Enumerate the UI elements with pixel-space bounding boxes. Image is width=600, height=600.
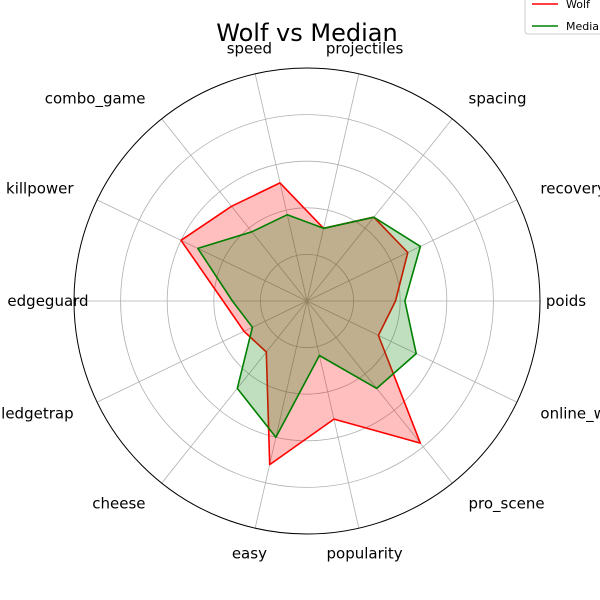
grid-spoke [254, 73, 308, 302]
axis-labels: poids recovery spacing projectiles speed comb… [1, 40, 600, 563]
axis-label-speed: speed [227, 40, 272, 58]
axis-label-online-winrate: online_winrate [540, 404, 600, 423]
axis-label-pro-scene: pro_scene [469, 495, 545, 514]
axis-label-cheese: cheese [92, 495, 145, 513]
axis-label-projectiles: projectiles [326, 40, 404, 58]
series-line-median [197, 213, 422, 439]
legend-label-median: Median [566, 20, 600, 33]
grid-spoke [96, 300, 308, 403]
axis-label-popularity: popularity [327, 545, 403, 563]
grid-spoke [161, 300, 308, 484]
axis-label-recovery: recovery [540, 180, 600, 198]
legend-label-wolf: Wolf [566, 0, 591, 11]
grid-spoke [306, 199, 518, 302]
grid-spoke [161, 118, 308, 302]
series-fill-wolf [181, 182, 421, 465]
grid-spoke [306, 300, 518, 403]
axis-label-ledgetrap: ledgetrap [1, 404, 73, 422]
axis-label-killpower: killpower [6, 180, 74, 198]
grid-spoke [96, 199, 308, 302]
legend: Wolf Median [524, 0, 600, 35]
grid-spoke [306, 73, 360, 302]
radar-grid [73, 67, 541, 535]
outer-frame [73, 67, 541, 535]
axis-label-easy: easy [232, 545, 267, 563]
axis-label-poids: poids [546, 292, 586, 310]
axis-label-spacing: spacing [469, 90, 527, 108]
chart-title: Wolf vs Median [216, 19, 397, 47]
axis-label-edgeguard: edgeguard [7, 292, 88, 310]
grid-spoke [254, 300, 308, 529]
grid-spoke [306, 118, 453, 302]
grid-spoke [306, 300, 453, 484]
series-layer [180, 182, 422, 466]
series-fill-median [197, 214, 421, 438]
grid-spoke [306, 300, 360, 529]
axis-label-combo-game: combo_game [45, 90, 146, 109]
